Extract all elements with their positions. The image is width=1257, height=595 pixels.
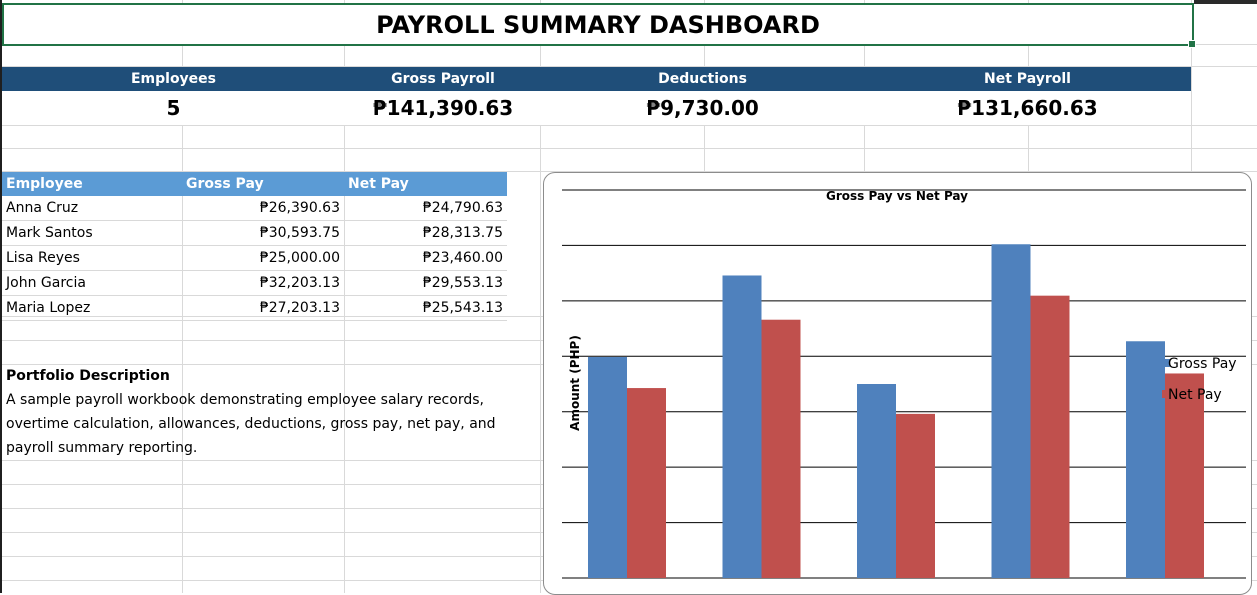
cell-net-pay[interactable]: ₱25,543.13 — [344, 295, 507, 321]
bar-net-pay[interactable] — [1030, 295, 1070, 578]
bar-gross-pay[interactable] — [588, 357, 627, 578]
cell-net-pay[interactable]: ₱23,460.00 — [344, 245, 507, 271]
header-net-pay[interactable]: Net Pay — [344, 172, 507, 196]
legend-swatch-gross-pay — [1162, 359, 1170, 367]
table-row: Anna Cruz ₱26,390.63 ₱24,790.63 — [2, 196, 507, 221]
bar-gross-pay[interactable] — [1126, 341, 1165, 578]
y-axis-label: Amount (PHP) — [568, 335, 582, 431]
bar-gross-pay[interactable] — [857, 384, 896, 578]
table-row: Lisa Reyes ₱25,000.00 ₱23,460.00 — [2, 245, 507, 271]
kpi-value-row: 5 ₱141,390.63 ₱9,730.00 ₱131,660.63 — [2, 91, 1191, 125]
gross-vs-net-chart[interactable]: Gross Pay vs Net Pay Amount (PHP) Gross Pa… — [543, 172, 1252, 595]
bar-net-pay[interactable] — [1165, 373, 1204, 578]
header-gross-pay[interactable]: Gross Pay — [182, 172, 344, 196]
legend-swatch-net-pay — [1162, 390, 1170, 398]
chart-title: Gross Pay vs Net Pay — [826, 189, 968, 203]
legend-label-gross-pay: Gross Pay — [1168, 356, 1237, 372]
table-row: John Garcia ₱32,203.13 ₱29,553.13 — [2, 270, 507, 296]
cell-gross-pay[interactable]: ₱30,593.75 — [182, 220, 344, 246]
fill-handle[interactable] — [1188, 40, 1196, 48]
cell-gross-pay[interactable]: ₱32,203.13 — [182, 270, 344, 296]
portfolio-section: Portfolio Description A sample payroll w… — [6, 366, 506, 460]
kpi-value-net-payroll[interactable]: ₱131,660.63 — [957, 96, 1098, 120]
header-employee[interactable]: Employee — [2, 172, 182, 196]
kpi-label-deductions[interactable]: Deductions — [658, 71, 747, 87]
bar-gross-pay[interactable] — [722, 275, 762, 578]
dashboard-title: PAYROLL SUMMARY DASHBOARD — [376, 10, 820, 39]
cell-gross-pay[interactable]: ₱27,203.13 — [182, 295, 344, 321]
bar-net-pay[interactable] — [761, 319, 801, 578]
bar-gross-pay[interactable] — [991, 244, 1031, 578]
table-row: Maria Lopez ₱27,203.13 ₱25,543.13 — [2, 295, 507, 321]
kpi-header-row: Employees Gross Payroll Deductions Net P… — [2, 67, 1191, 91]
table-header-row: Employee Gross Pay Net Pay — [2, 172, 507, 196]
cell-employee[interactable]: Anna Cruz — [2, 196, 182, 221]
cell-net-pay[interactable]: ₱28,313.75 — [344, 220, 507, 246]
bar-net-pay[interactable] — [627, 388, 666, 578]
chart-canvas: Gross Pay vs Net Pay Amount (PHP) Gross Pa… — [562, 189, 1246, 579]
portfolio-description[interactable]: A sample payroll workbook demonstrating … — [6, 392, 496, 456]
legend-label-net-pay: Net Pay — [1168, 387, 1222, 403]
kpi-value-deductions[interactable]: ₱9,730.00 — [646, 96, 759, 120]
kpi-label-gross-payroll[interactable]: Gross Payroll — [391, 71, 495, 87]
cell-net-pay[interactable]: ₱29,553.13 — [344, 270, 507, 296]
table-row: Mark Santos ₱30,593.75 ₱28,313.75 — [2, 220, 507, 246]
kpi-value-gross-payroll[interactable]: ₱141,390.63 — [372, 96, 514, 120]
cell-employee[interactable]: Maria Lopez — [2, 295, 182, 321]
cell-gross-pay[interactable]: ₱26,390.63 — [182, 196, 344, 221]
portfolio-title[interactable]: Portfolio Description — [6, 368, 170, 384]
cell-employee[interactable]: Mark Santos — [2, 220, 182, 246]
kpi-label-net-payroll[interactable]: Net Payroll — [984, 71, 1071, 87]
cell-gross-pay[interactable]: ₱25,000.00 — [182, 245, 344, 271]
cell-employee[interactable]: Lisa Reyes — [2, 245, 182, 271]
kpi-value-employees[interactable]: 5 — [166, 96, 181, 120]
sheet-left-edge — [0, 0, 2, 593]
employee-table: Employee Gross Pay Net Pay Anna Cruz ₱26… — [2, 172, 507, 321]
title-cell[interactable]: PAYROLL SUMMARY DASHBOARD — [2, 3, 1196, 48]
cell-net-pay[interactable]: ₱24,790.63 — [344, 196, 507, 221]
sheet-top-right-edge — [1194, 0, 1257, 4]
bar-net-pay[interactable] — [896, 413, 935, 578]
kpi-label-employees[interactable]: Employees — [130, 71, 217, 87]
cell-employee[interactable]: John Garcia — [2, 270, 182, 296]
